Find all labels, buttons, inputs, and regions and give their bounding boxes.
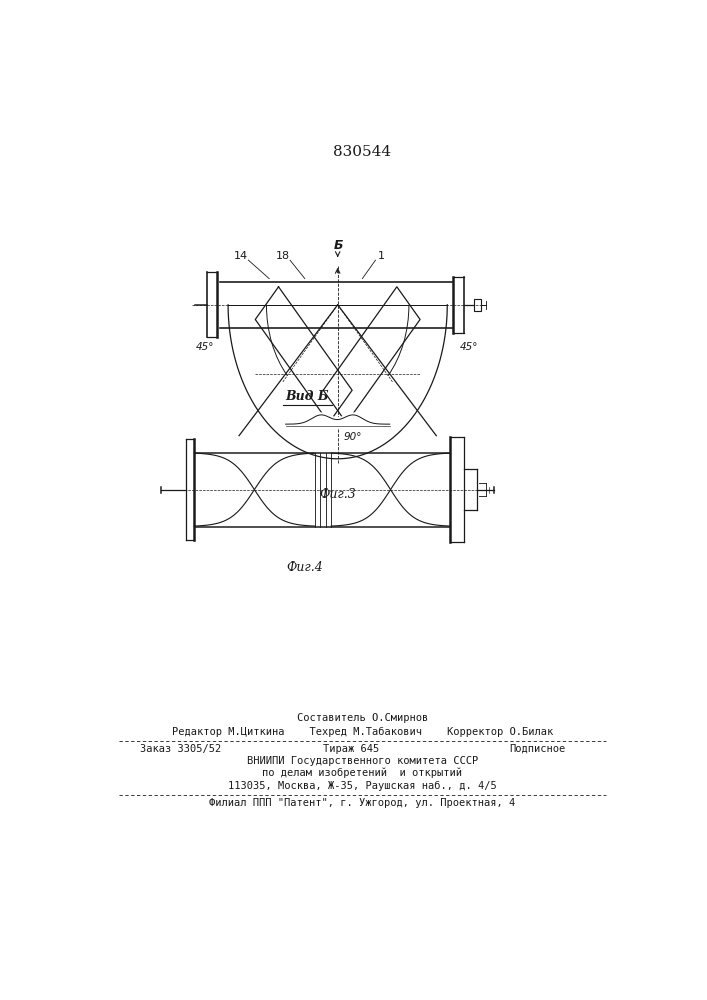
Text: 90°: 90° <box>343 432 362 442</box>
Text: 14: 14 <box>233 251 247 261</box>
Text: Заказ 3305/52: Заказ 3305/52 <box>141 744 222 754</box>
Text: Фиг.3: Фиг.3 <box>320 488 356 501</box>
Text: по делам изобретений  и открытий: по делам изобретений и открытий <box>262 768 462 778</box>
Text: Тираж 645: Тираж 645 <box>323 744 380 754</box>
Text: Фиг.4: Фиг.4 <box>286 561 323 574</box>
Text: Вид Б: Вид Б <box>286 390 329 403</box>
Text: 18: 18 <box>276 251 290 261</box>
Text: Подписное: Подписное <box>509 744 565 754</box>
Bar <box>474 299 481 311</box>
Text: 45°: 45° <box>460 342 478 352</box>
Text: 1: 1 <box>378 251 385 261</box>
Text: 830544: 830544 <box>333 145 392 159</box>
Text: Филиал ППП "Патент", г. Ужгород, ул. Проектная, 4: Филиал ППП "Патент", г. Ужгород, ул. Про… <box>209 798 515 808</box>
Text: Редактор М.Циткина    Техред М.Табакович    Корректор О.Билак: Редактор М.Циткина Техред М.Табакович Ко… <box>172 727 553 737</box>
Text: Б: Б <box>334 239 344 252</box>
Text: ВНИИПИ Государственного комитета СССР: ВНИИПИ Государственного комитета СССР <box>247 756 478 766</box>
Text: 113035, Москва, Ж-35, Раушская наб., д. 4/5: 113035, Москва, Ж-35, Раушская наб., д. … <box>228 781 497 791</box>
Text: 45°: 45° <box>196 342 214 352</box>
Text: Составитель О.Смирнов: Составитель О.Смирнов <box>297 713 428 723</box>
